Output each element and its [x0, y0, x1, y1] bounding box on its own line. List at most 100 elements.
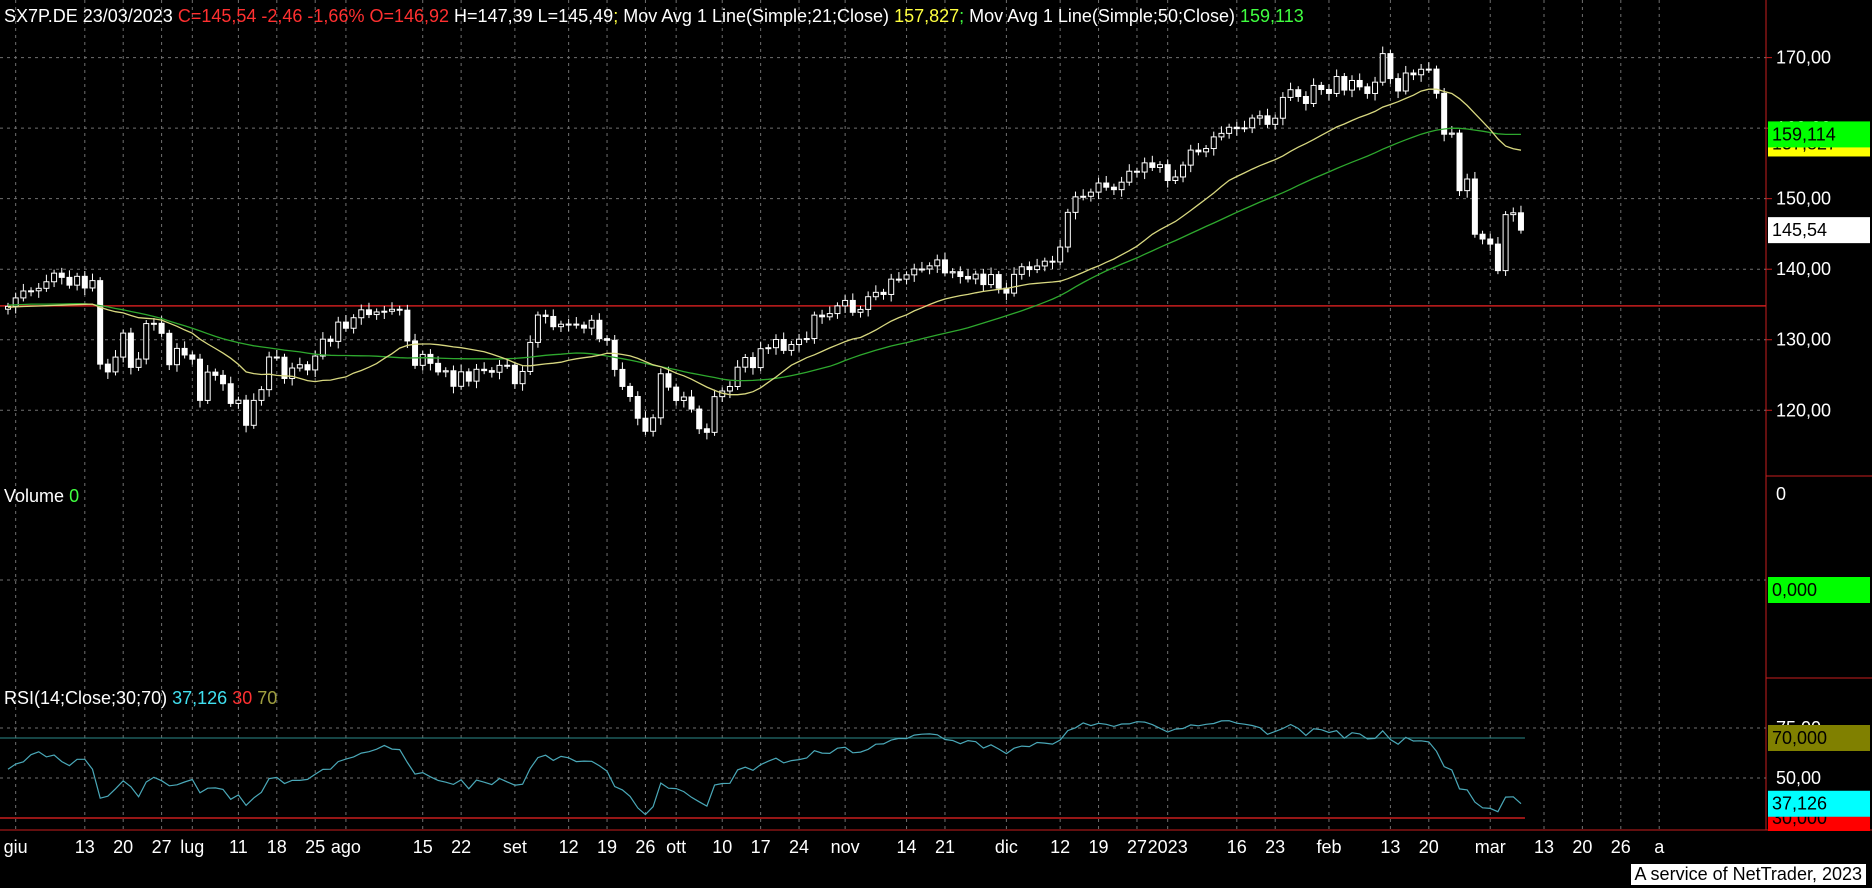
candle-body [765, 347, 772, 350]
rsi-value-badge-text: 37,126 [1772, 794, 1827, 814]
candle-body [212, 371, 219, 376]
candle-body [1295, 89, 1302, 97]
candle-body [972, 273, 979, 280]
candle-body [1456, 132, 1463, 192]
candle-body [1226, 126, 1233, 134]
candle-body [473, 368, 480, 382]
time-tick-label: 14 [897, 837, 917, 857]
candle-body [166, 332, 173, 366]
candle-body [1318, 84, 1325, 91]
candle-body [1256, 115, 1263, 119]
candle-body [396, 308, 403, 311]
candle-body [742, 357, 749, 368]
volume-badge [1768, 577, 1870, 603]
time-tick-label: 12 [1050, 837, 1070, 857]
price-tick-label: 150,00 [1776, 189, 1831, 209]
time-tick-label: 27 [152, 837, 172, 857]
time-tick-label: 2023 [1148, 837, 1188, 857]
candle-body [1087, 191, 1094, 197]
candle-body [1341, 76, 1348, 91]
candle-body [1149, 162, 1156, 168]
candle-body [734, 366, 741, 387]
candle-body [243, 399, 250, 426]
candle-body [381, 310, 388, 313]
candle-body [235, 399, 242, 404]
candle-body [888, 278, 895, 295]
candle-body [1272, 117, 1279, 125]
candle-body [819, 314, 826, 318]
candle-body [465, 371, 472, 382]
time-tick-label: 10 [712, 837, 732, 857]
candle-body [319, 338, 326, 357]
time-tick-label: 20 [1419, 837, 1439, 857]
candle-body [1118, 181, 1125, 191]
candle-body [1349, 79, 1355, 91]
candle-body [58, 272, 65, 278]
candle-body [358, 309, 365, 319]
candle-body [749, 357, 756, 369]
ma50-badge-text: 159,114 [1772, 124, 1836, 144]
header-ma50-value: 159,113 [1240, 6, 1304, 26]
candle-body [1356, 79, 1363, 88]
candle-body [74, 275, 81, 286]
candle-body [995, 274, 1002, 289]
candle-body [1218, 132, 1225, 138]
candle-body [788, 344, 795, 351]
time-tick-label: ago [331, 837, 361, 857]
volume-header: Volume 0 [4, 486, 79, 506]
candle-body [1333, 76, 1340, 94]
candle-body [1034, 265, 1041, 271]
candle-body [504, 364, 511, 367]
footer-credit: A service of NetTrader, 2023 [1630, 864, 1866, 885]
candle-body [281, 356, 288, 379]
price-header: SX7P.DE 23/03/2023 C=145,54 -2,46 -1,66%… [4, 6, 1304, 26]
candle-body [1264, 115, 1271, 125]
price-tick-label: 140,00 [1776, 259, 1831, 279]
candle-body [1310, 84, 1317, 104]
volume-badge-text: 0,000 [1772, 580, 1817, 600]
candle-body [1479, 233, 1486, 240]
candle-body [949, 271, 956, 274]
candle-body [1517, 212, 1524, 231]
time-tick-label: 24 [789, 837, 809, 857]
candle-body [542, 314, 549, 317]
candle-body [726, 385, 733, 392]
candle-body [1249, 117, 1256, 129]
candle-body [488, 370, 495, 373]
candle-body [665, 373, 672, 388]
candle-body [826, 313, 833, 318]
candle-body [1464, 178, 1471, 192]
candle-body [296, 364, 303, 369]
candle-body [1233, 126, 1240, 130]
rsi-value: 37,126 [172, 688, 228, 708]
time-tick-label: 13 [1534, 837, 1554, 857]
candle-body [389, 308, 395, 312]
time-tick-label: 16 [1227, 837, 1247, 857]
candle-body [1387, 53, 1394, 80]
candle-body [604, 338, 611, 341]
candle-body [1364, 86, 1371, 94]
candle-body [97, 280, 104, 365]
candle-body [842, 299, 849, 307]
candle-body [189, 354, 196, 360]
candle-body [918, 268, 925, 271]
candle-body [1095, 182, 1102, 193]
time-tick-label: 19 [1089, 837, 1109, 857]
time-tick-label: lug [180, 837, 204, 857]
time-tick-label: 25 [305, 837, 325, 857]
candle-body [642, 417, 649, 432]
candle-body [442, 370, 449, 373]
candle-body [150, 322, 157, 325]
candle-body [419, 353, 426, 366]
time-tick-label: ott [666, 837, 686, 857]
candle-body [496, 364, 503, 373]
time-tick-label: 15 [413, 837, 433, 857]
candle-body [1402, 72, 1409, 92]
volume-tick-label: 0 [1776, 484, 1786, 504]
candle-body [312, 355, 319, 371]
rsi-label: RSI(14;Close;30;70) [4, 688, 168, 708]
time-tick-label: nov [831, 837, 860, 857]
candle-body [1026, 266, 1033, 271]
time-tick-label: 17 [751, 837, 771, 857]
candle-body [289, 367, 296, 379]
